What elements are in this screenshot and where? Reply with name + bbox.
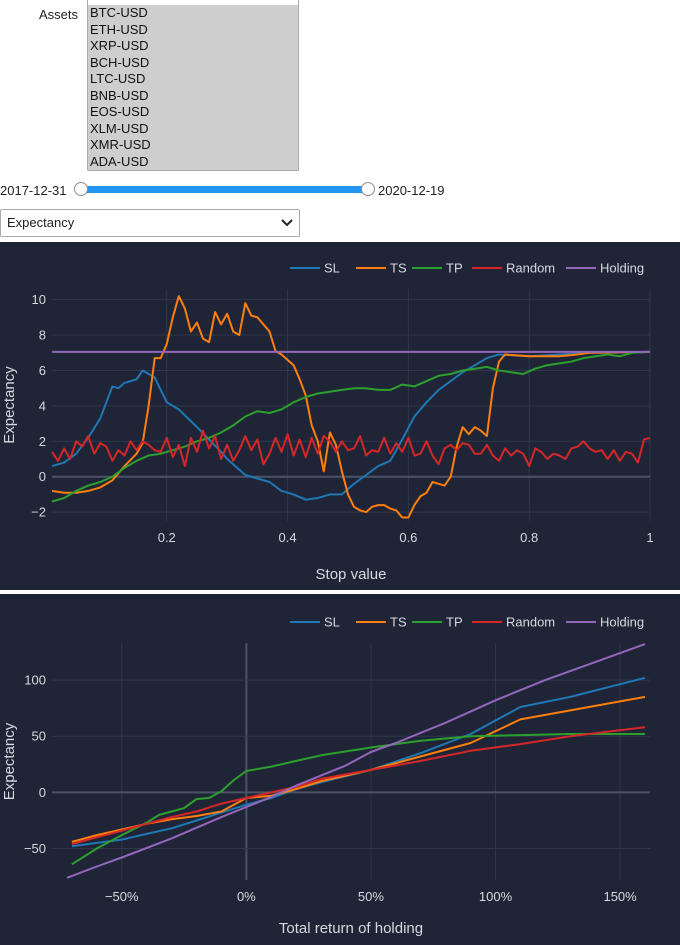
asset-option[interactable]: XRP-USD — [88, 38, 298, 55]
y-tick-label: 100 — [24, 673, 46, 688]
legend-item-sl[interactable]: SL — [290, 261, 340, 276]
y-axis-label: Expectancy — [1, 722, 18, 800]
x-axis-label: Stop value — [316, 566, 387, 583]
assets-multiselect[interactable]: BTC-USD ETH-USD XRP-USD BCH-USD LTC-USD … — [87, 0, 299, 171]
series-line-random — [71, 726, 646, 846]
asset-option[interactable]: BNB-USD — [88, 87, 298, 104]
legend-item-random[interactable]: Random — [472, 261, 555, 276]
controls-panel: Assets BTC-USD ETH-USD XRP-USD BCH-USD L… — [0, 0, 680, 242]
x-tick-label: 1 — [646, 530, 653, 545]
series-line-tp — [51, 350, 651, 503]
y-tick-label: 0 — [39, 785, 46, 800]
y-tick-label: 8 — [39, 328, 46, 343]
date-range-end-handle[interactable] — [361, 182, 375, 196]
y-tick-label: 50 — [32, 729, 46, 744]
legend-item-holding[interactable]: Holding — [566, 261, 644, 276]
x-tick-label: 150% — [603, 889, 637, 904]
asset-option[interactable]: BTC-USD — [88, 5, 298, 22]
legend-item-tp[interactable]: TP — [412, 261, 463, 276]
y-tick-label: 4 — [39, 398, 46, 413]
x-tick-label: 0.2 — [158, 530, 176, 545]
series-line-holding — [66, 643, 646, 879]
legend-label: SL — [324, 261, 340, 276]
x-tick-label: 0.4 — [279, 530, 297, 545]
y-tick-label: 10 — [32, 292, 46, 307]
assets-label: Assets — [39, 7, 79, 22]
legend-label: TP — [446, 261, 463, 276]
legend-label: Random — [506, 615, 555, 630]
series-line-random — [51, 429, 651, 468]
stop-value-chart-svg: 0.2 0.4 0.6 0.8 1 −2 0 2 4 6 8 10 Stop value Expectan… — [1, 261, 654, 584]
asset-option[interactable]: XMR-USD — [88, 137, 298, 154]
legend-label: Random — [506, 261, 555, 276]
y-tick-label: −2 — [31, 505, 46, 520]
series-line-tp — [71, 733, 645, 866]
legend-label: TS — [390, 615, 407, 630]
chart-divider — [0, 590, 680, 594]
legend-item-ts[interactable]: TS — [356, 615, 407, 630]
legend-label: TP — [446, 615, 463, 630]
listbox-top-gap — [88, 0, 298, 5]
chevron-down-icon — [281, 210, 293, 245]
x-tick-label: 0.8 — [520, 530, 538, 545]
x-tick-label: 50% — [358, 889, 384, 904]
legend-label: Holding — [600, 261, 644, 276]
legend-item-random[interactable]: Random — [472, 615, 555, 630]
date-range-slider-track[interactable] — [80, 186, 368, 193]
x-tick-label: −50% — [105, 889, 139, 904]
legend-label: TS — [390, 261, 407, 276]
asset-option[interactable]: XLM-USD — [88, 120, 298, 137]
metric-dropdown[interactable]: Expectancy — [0, 209, 300, 237]
legend-label: Holding — [600, 615, 644, 630]
date-range-end: 2020-12-19 — [378, 183, 445, 198]
x-axis-label: Total return of holding — [279, 920, 423, 937]
y-tick-label: 0 — [39, 469, 46, 484]
legend-label: SL — [324, 615, 340, 630]
legend-item-sl[interactable]: SL — [290, 615, 340, 630]
x-tick-label: 0.6 — [399, 530, 417, 545]
series-line-ts — [51, 295, 651, 519]
stop-value-chart: 0.2 0.4 0.6 0.8 1 −2 0 2 4 6 8 10 Stop value Expectan… — [0, 242, 680, 590]
asset-option[interactable]: BCH-USD — [88, 54, 298, 71]
series-line-sl — [51, 350, 651, 501]
x-tick-label: 100% — [479, 889, 513, 904]
asset-option[interactable]: EOS-USD — [88, 104, 298, 121]
x-tick-label: 0% — [237, 889, 256, 904]
y-tick-label: 2 — [39, 434, 46, 449]
total-return-chart-svg: −50% 0% 50% 100% 150% −50 0 50 100 Total return o… — [1, 615, 650, 937]
date-range-start-handle[interactable] — [74, 182, 88, 196]
series-line-sl — [71, 676, 646, 848]
legend-item-ts[interactable]: TS — [356, 261, 407, 276]
y-tick-label: 6 — [39, 363, 46, 378]
metric-selected-value: Expectancy — [7, 215, 75, 230]
total-return-chart: −50% 0% 50% 100% 150% −50 0 50 100 Total return o… — [0, 594, 680, 945]
asset-option[interactable]: ADA-USD — [88, 153, 298, 170]
date-range-start: 2017-12-31 — [0, 183, 67, 198]
y-tick-label: −50 — [24, 841, 46, 856]
legend-item-holding[interactable]: Holding — [566, 615, 644, 630]
y-axis-label: Expectancy — [1, 366, 18, 444]
asset-option[interactable]: LTC-USD — [88, 71, 298, 88]
legend-item-tp[interactable]: TP — [412, 615, 463, 630]
asset-option[interactable]: ETH-USD — [88, 21, 298, 38]
